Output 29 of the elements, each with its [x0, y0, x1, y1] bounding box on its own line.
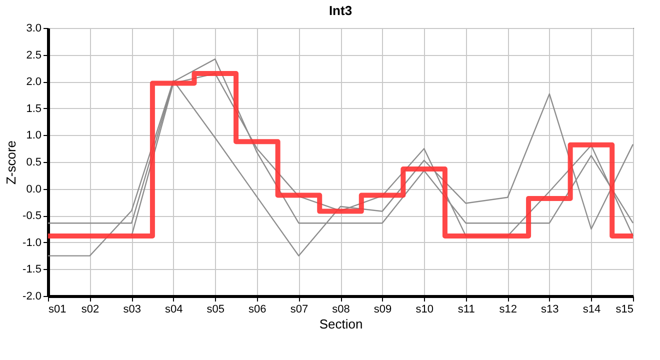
x-tick-label: s15	[616, 304, 634, 316]
y-tick-label: 2.5	[26, 49, 42, 62]
x-tick-label: s10	[416, 304, 434, 316]
y-tick-label: -1.0	[22, 236, 42, 249]
x-tick-label: s12	[499, 304, 518, 316]
x-tick-label: s11	[458, 304, 475, 316]
y-tick-label: 0.0	[26, 183, 42, 196]
x-tick-label: s05	[206, 304, 225, 316]
y-tick-label: 2.0	[26, 76, 42, 88]
chart-title: Int3	[328, 3, 352, 18]
x-tick-label: s09	[374, 304, 392, 316]
y-tick-label: 0.5	[26, 156, 42, 168]
x-tick-label: s13	[541, 304, 559, 316]
x-tick-label: s04	[164, 304, 183, 316]
y-axis-title: Z-score	[4, 140, 19, 185]
x-axis-title: Section	[319, 316, 363, 332]
x-tick-label: s06	[248, 304, 266, 316]
x-tick-label: s08	[332, 304, 350, 316]
x-tick-label: s01	[48, 304, 66, 316]
y-tick-label: 1.0	[26, 130, 42, 142]
y-tick-label: -0.5	[22, 210, 42, 222]
y-tick-label: -1.5	[22, 264, 42, 276]
x-tick-label: s14	[582, 304, 601, 316]
y-tick-label: 3.0	[26, 22, 42, 34]
x-tick-label: s07	[290, 304, 308, 316]
y-tick-label: -2.0	[22, 290, 42, 302]
y-tick-label: 1.5	[26, 102, 42, 115]
x-tick-label: s03	[123, 304, 141, 316]
x-tick-label: s02	[81, 304, 100, 316]
